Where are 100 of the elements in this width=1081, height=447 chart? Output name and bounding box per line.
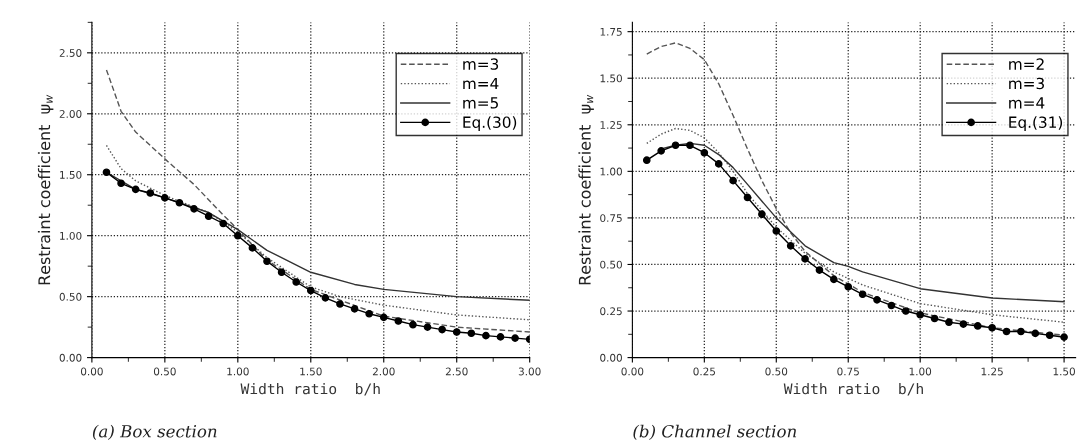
y-tick-label: 1.75 [600, 28, 622, 36]
legend-label: m=3 [1009, 77, 1044, 90]
y-tick-label: 1.50 [600, 74, 622, 83]
point [930, 314, 939, 323]
x-tick-label: 2.00 [372, 367, 395, 376]
point [219, 219, 228, 228]
point [714, 160, 723, 168]
point [277, 268, 286, 277]
point [1045, 331, 1054, 340]
point [248, 244, 257, 252]
point [423, 323, 432, 331]
legend-label: Eq.(31) [1009, 116, 1063, 131]
y-tick-label: 0.25 [600, 307, 622, 316]
y-tick-label: 0.00 [59, 353, 82, 362]
y-axis-title: Restraint coefficient ψ$_{w}$ [37, 94, 54, 285]
point [117, 179, 125, 188]
x-tick-label: 0.50 [765, 367, 788, 376]
point [743, 193, 752, 202]
y-tick-label: 1.50 [60, 170, 82, 179]
x-tick-label: 1.50 [1053, 367, 1075, 376]
point [988, 323, 996, 332]
y-tick-label: 1.25 [600, 121, 622, 129]
point [438, 325, 446, 334]
point [1017, 327, 1025, 336]
point [916, 310, 925, 319]
legend-label: Eq.(30) [463, 116, 517, 131]
x-tick-label: 0.25 [693, 367, 716, 376]
point [452, 328, 461, 336]
y-tick-label: 0.75 [600, 214, 622, 223]
point [1031, 329, 1040, 338]
legend-label: m=4 [463, 77, 499, 90]
point [873, 296, 881, 304]
x-tick-label: 1.25 [981, 367, 1003, 376]
point [642, 156, 651, 164]
y-tick-label: 2.00 [59, 110, 82, 118]
point [263, 257, 271, 266]
y-tick-label: 2.50 [59, 49, 82, 57]
legend-label: m=2 [1009, 58, 1044, 70]
point [467, 329, 476, 338]
point [729, 176, 737, 185]
point [102, 168, 111, 177]
point [175, 198, 184, 207]
point [292, 278, 301, 286]
point [945, 318, 953, 327]
point [858, 290, 867, 299]
point [887, 301, 896, 310]
point [959, 320, 968, 328]
point [204, 212, 213, 221]
point [233, 231, 242, 240]
text: (a) Box section [92, 424, 217, 440]
point [496, 333, 505, 341]
point [379, 313, 388, 322]
x-tick-label: 0.00 [80, 367, 103, 376]
point [365, 309, 373, 318]
point [815, 266, 824, 274]
point [1060, 333, 1068, 341]
x-tick-label: 1.00 [227, 367, 249, 376]
point [306, 286, 315, 295]
y-tick-label: 0.50 [600, 260, 622, 269]
legend-label: m=4 [1009, 97, 1045, 109]
point [801, 255, 809, 263]
point [1002, 327, 1011, 336]
point [336, 300, 344, 308]
point [394, 317, 403, 325]
point [844, 283, 853, 291]
point [146, 189, 155, 197]
point [786, 242, 795, 250]
y-tick-label: 1.00 [60, 231, 82, 240]
point [482, 331, 490, 340]
y-tick-label: 0.00 [600, 353, 622, 362]
point [686, 141, 694, 150]
x-tick-label: 3.00 [518, 367, 541, 376]
x-tick-label: 2.50 [445, 367, 468, 376]
x-axis-title: Width ratio b/h [783, 383, 923, 396]
x-tick-label: 0.75 [837, 367, 859, 376]
point [758, 210, 766, 219]
y-axis-title: Restraint coefficient ψ$_{w}$ [578, 94, 594, 285]
y-tick-label: 1.00 [600, 167, 622, 176]
point [657, 147, 665, 155]
point [190, 205, 198, 213]
point [409, 320, 417, 329]
legend-label: m=5 [463, 97, 498, 109]
x-tick-label: 1.00 [909, 367, 932, 376]
point [671, 141, 680, 150]
point [700, 148, 709, 157]
y-tick-label: 0.50 [59, 292, 82, 301]
x-tick-label: 0.50 [153, 367, 176, 376]
point [830, 275, 838, 284]
legend-label: m=3 [463, 58, 499, 70]
x-axis-title: Width ratio b/h [240, 383, 380, 396]
point [901, 307, 910, 315]
point [973, 322, 982, 330]
x-tick-label: 0.00 [621, 367, 644, 376]
x-tick-label: 1.50 [300, 367, 322, 376]
point [511, 334, 519, 342]
point [772, 227, 781, 235]
point [161, 194, 169, 202]
point [131, 185, 140, 194]
text: (b) Channel section [633, 424, 797, 440]
point [321, 294, 330, 302]
